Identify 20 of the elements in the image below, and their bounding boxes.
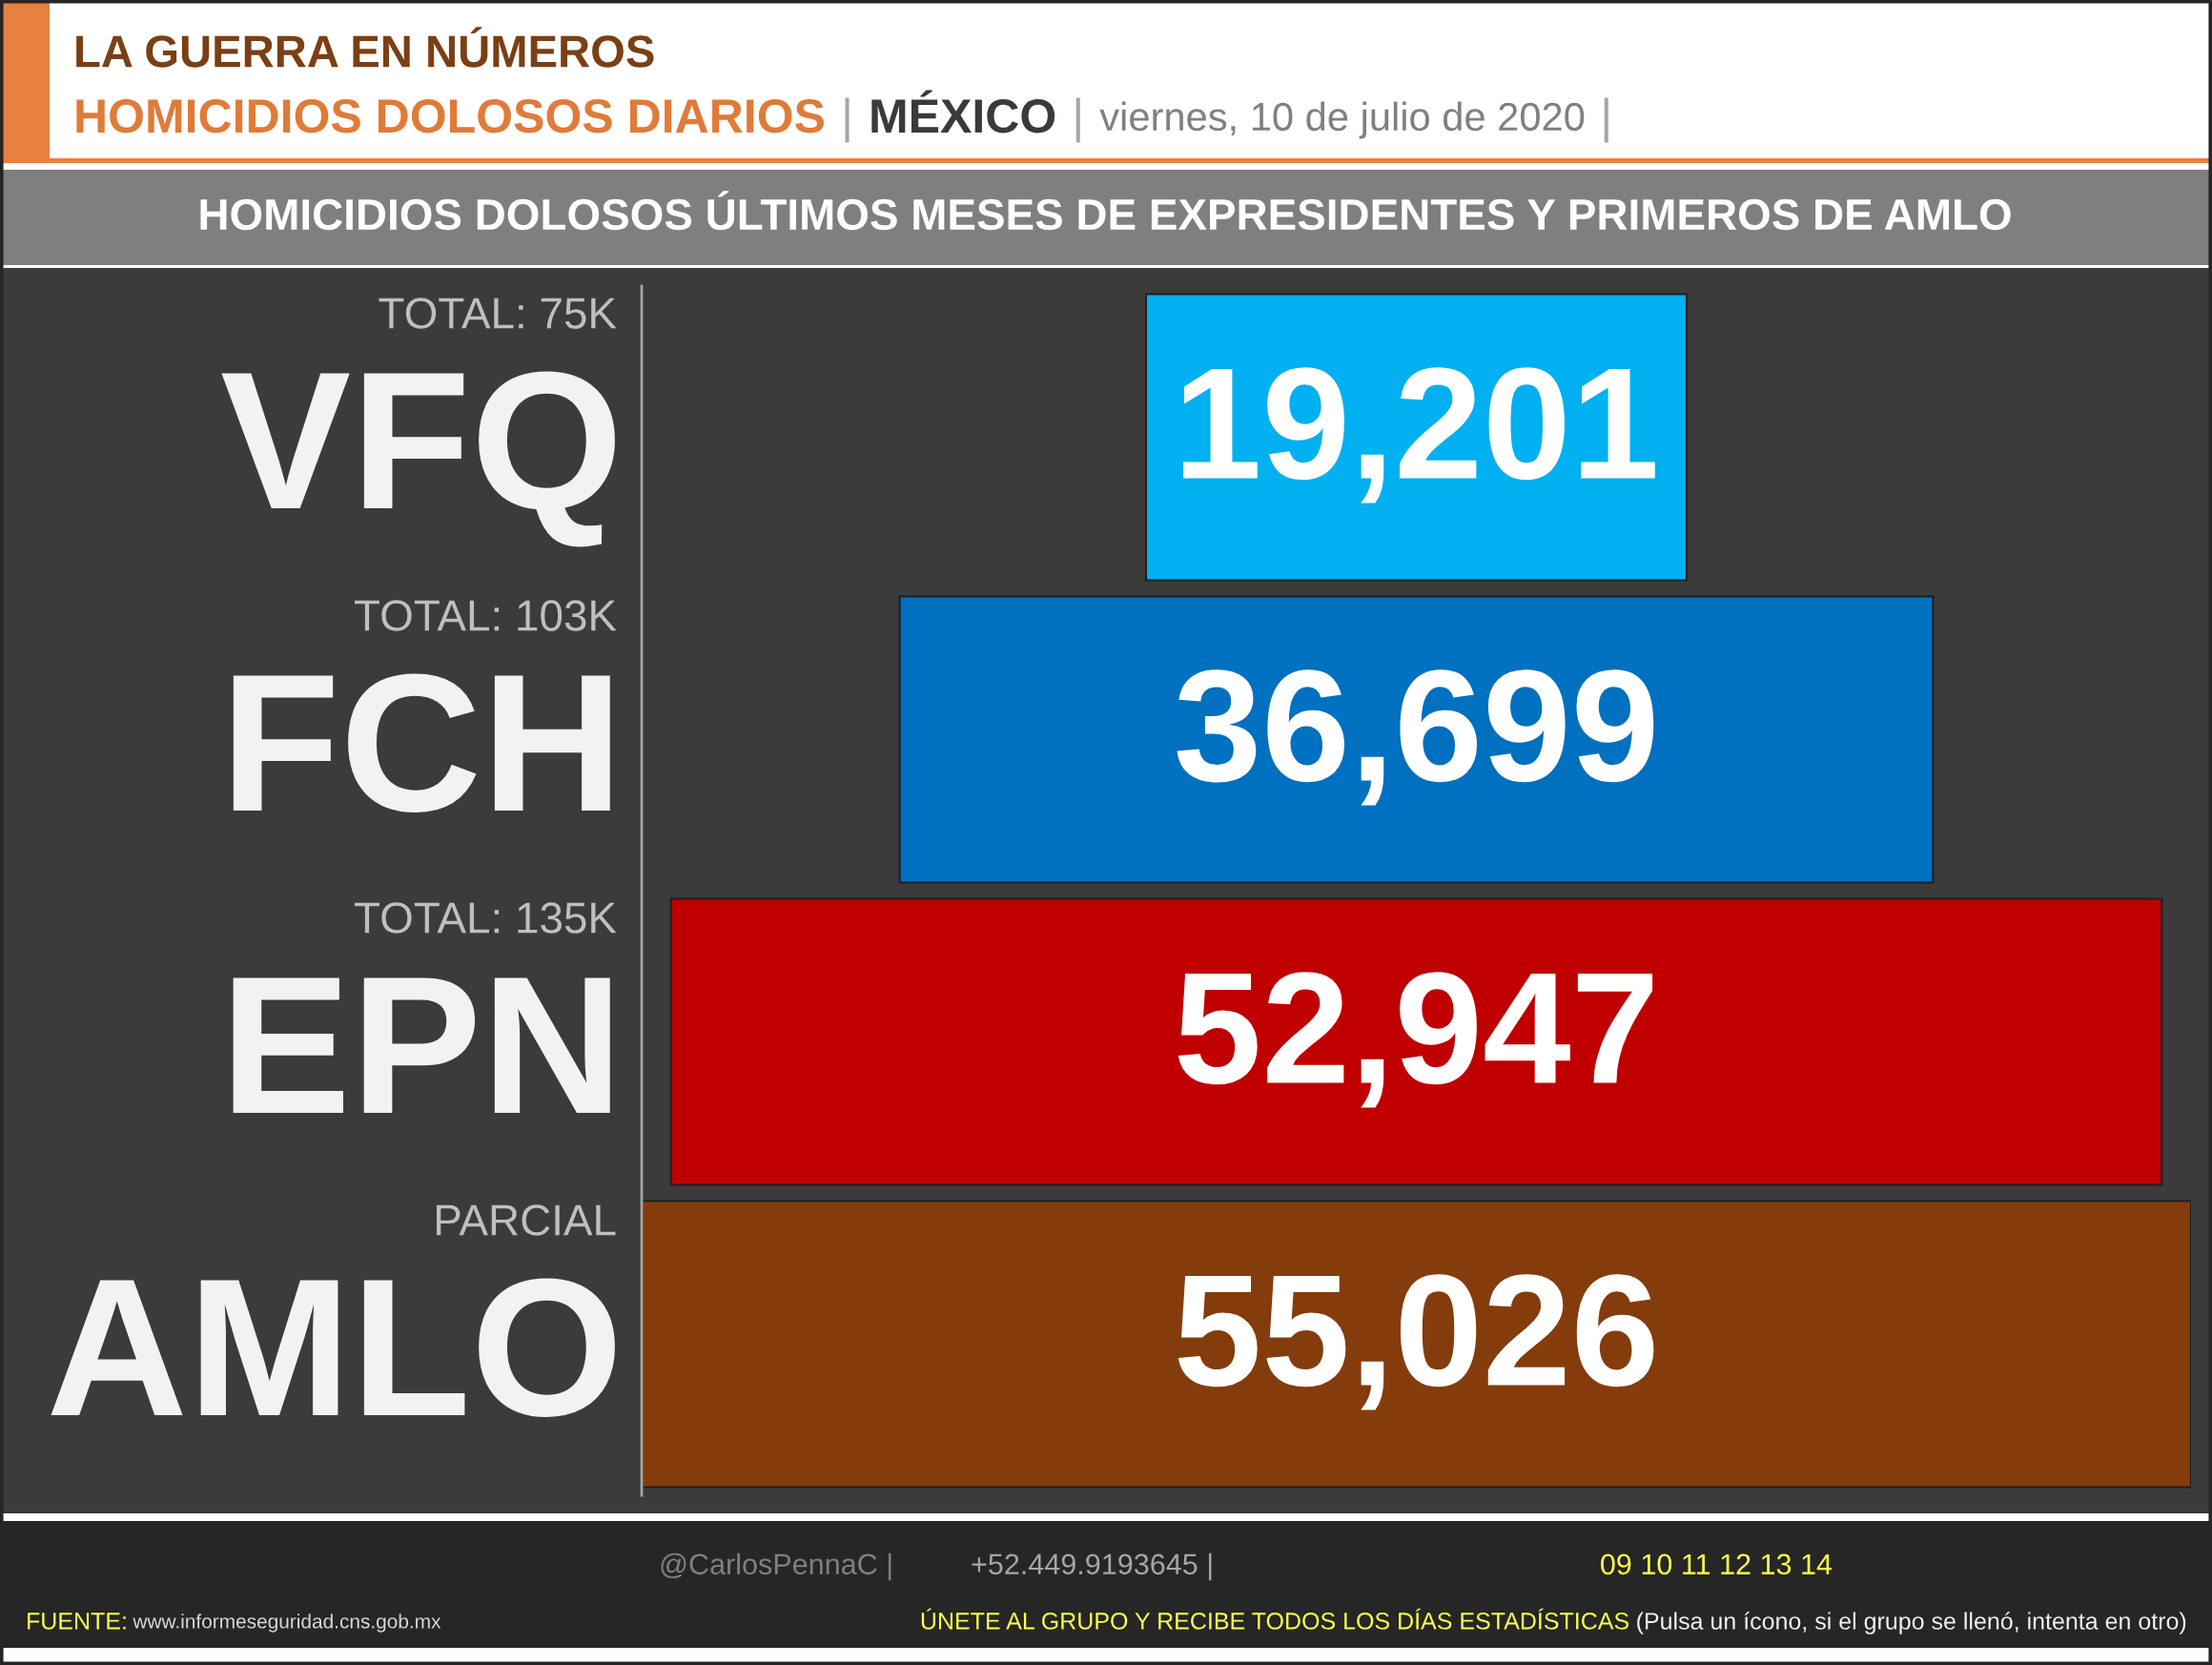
text: ÚNETE AL GRUPO Y RECIBE TODOS LOS DÍAS ESTADÍSTICAS (Pulsa un ícono, si el grupo se llenó, intenta en otro) — [921, 1608, 2186, 1634]
text: TOTAL: 103K — [355, 600, 617, 631]
category-label: EPN — [233, 977, 610, 1113]
text: 09 10 11 12 13 14 — [1601, 1553, 1833, 1575]
text: @CarlosPennaC | — [661, 1552, 891, 1581]
text: TOTAL: 135K — [355, 902, 617, 934]
data-label: 55,026 — [1178, 1274, 1654, 1410]
text: HOMICIDIOS DOLOSOS DIARIOS | MÉXICO | viernes, 10 de julio de 2020 | — [76, 90, 1608, 143]
category-label: AMLO — [51, 1278, 615, 1418]
text: HOMICIDIOS DOLOSOS ÚLTIMOS MESES DE EXPRESIDENTES Y PRIMEROS DE AMLO — [200, 191, 2011, 231]
data-label: 19,201 — [1183, 367, 1655, 504]
text: PARCIAL — [437, 1204, 616, 1236]
category-label: VFQ — [221, 371, 615, 547]
text: TOTAL: 75K — [379, 298, 617, 329]
source-note: FUENTE: www.informeseguridad.cns.gob.mx — [28, 1613, 441, 1633]
text: LA GUERRA EN NÚMEROS — [76, 27, 654, 68]
text: +52.449.9193645 | — [972, 1552, 1212, 1581]
data-label: 52,947 — [1178, 972, 1653, 1108]
category-label: FCH — [233, 673, 610, 813]
data-label: 36,699 — [1177, 669, 1654, 806]
